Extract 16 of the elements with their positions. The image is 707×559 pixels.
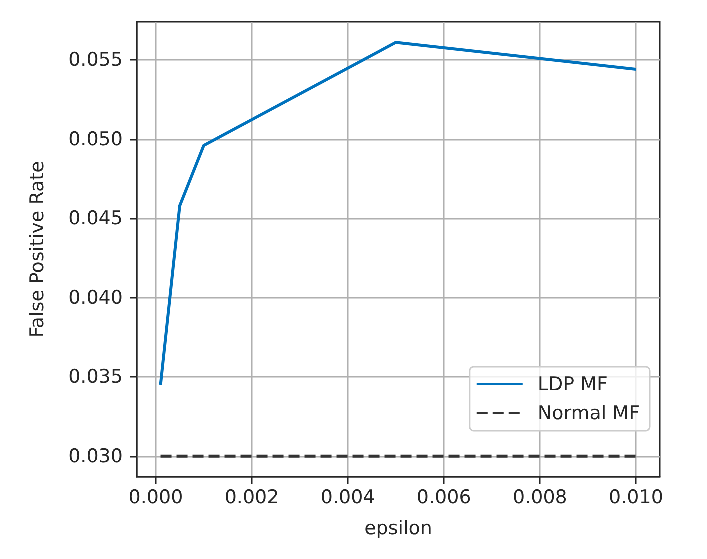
x-tick-label: 0.000 — [128, 486, 184, 508]
x-axis-title: epsilon — [364, 518, 432, 540]
y-tick-label: 0.030 — [68, 445, 123, 468]
y-tick-label: 0.050 — [68, 128, 123, 150]
x-tick-label: 0.004 — [320, 486, 376, 508]
y-tick-label: 0.055 — [68, 49, 123, 72]
y-tick-label: 0.045 — [68, 208, 123, 230]
x-tick-label: 0.010 — [609, 486, 664, 508]
x-tick-label: 0.006 — [416, 486, 472, 508]
legend-label: Normal MF — [538, 402, 640, 424]
y-tick-label: 0.035 — [68, 366, 123, 388]
y-tick-label: 0.040 — [68, 286, 123, 309]
x-tick-label: 0.008 — [512, 486, 568, 508]
x-tick-label: 0.002 — [224, 486, 280, 508]
legend-label: LDP MF — [538, 374, 608, 396]
y-axis-title: False Positive Rate — [26, 161, 48, 338]
